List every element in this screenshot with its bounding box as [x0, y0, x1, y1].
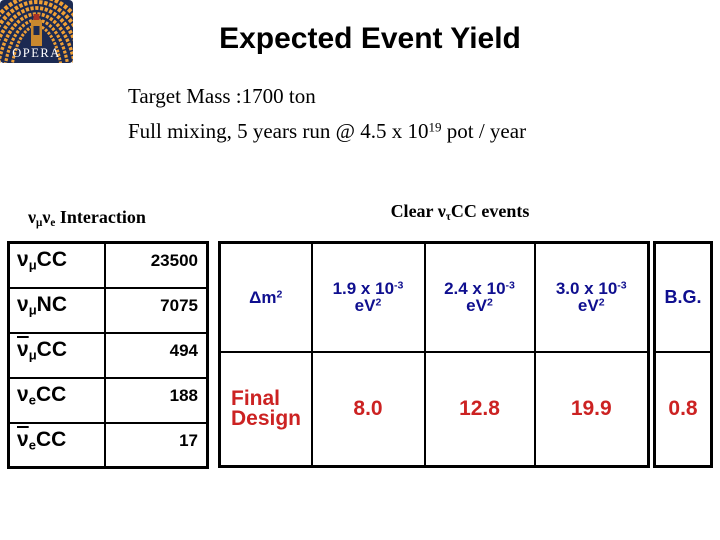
delta-m2-header: Δm2 [218, 241, 313, 353]
bg-header: B.G. [653, 241, 713, 353]
slide-title: Expected Event Yield [219, 22, 521, 55]
tau-yield-value: 8.0 [310, 350, 426, 468]
table-row: νμCC 23500 [7, 241, 209, 289]
interaction-type-label: νμCC [7, 241, 106, 289]
interaction-type-label: νeCC [7, 376, 106, 424]
dm2-value-header-3: 3.0 x 10-3 eV2 [533, 241, 650, 353]
interaction-count: 7075 [103, 286, 209, 334]
background-column-table: B.G. 0.8 [653, 241, 713, 468]
interaction-table-caption: νμνe Interaction [28, 207, 146, 229]
dm2-value-header-2: 2.4 x 10-3 eV2 [423, 241, 536, 353]
interaction-type-label: νμNC [7, 286, 106, 334]
interaction-type-label: νμCC [7, 331, 106, 379]
interaction-count: 23500 [103, 241, 209, 289]
table-row: νμNC 7075 [7, 286, 209, 334]
final-design-row: Final Design 8.0 12.8 19.9 [218, 350, 650, 468]
table-row: νeCC 188 [7, 376, 209, 424]
interaction-count: 188 [103, 376, 209, 424]
table-row: 0.8 [653, 350, 713, 468]
dm2-value-header-1: 1.9 x 10-3 eV2 [310, 241, 426, 353]
run-conditions-text: Full mixing, 5 years run @ 4.5 x 1019 po… [128, 119, 527, 143]
interaction-count: 17 [103, 421, 209, 469]
tau-yield-value: 12.8 [423, 350, 536, 468]
table-header-row: Δm2 1.9 x 10-3 eV2 2.4 x 10-3 eV2 3.0 x 10… [218, 241, 650, 353]
interaction-type-label: νeCC [7, 421, 106, 469]
tau-yield-value: 19.9 [533, 350, 650, 468]
opera-logo-text: OPERA [12, 46, 60, 60]
bg-value: 0.8 [653, 350, 713, 468]
table-row: νeCC 17 [7, 421, 209, 469]
interaction-count: 494 [103, 331, 209, 379]
target-mass-text: Target Mass :1700 ton [128, 84, 316, 108]
tau-yield-table: Δm2 1.9 x 10-3 eV2 2.4 x 10-3 eV2 3.0 x 10… [218, 241, 650, 468]
table-header-row: B.G. [653, 241, 713, 353]
table-row: νμCC 494 [7, 331, 209, 379]
interaction-yield-table: νμCC 23500 νμNC 7075 νμCC 494 νeCC 188 ν… [7, 241, 209, 469]
tau-cc-events-caption: Clear ντCC events [390, 201, 530, 223]
final-design-label: Final Design [218, 350, 313, 468]
